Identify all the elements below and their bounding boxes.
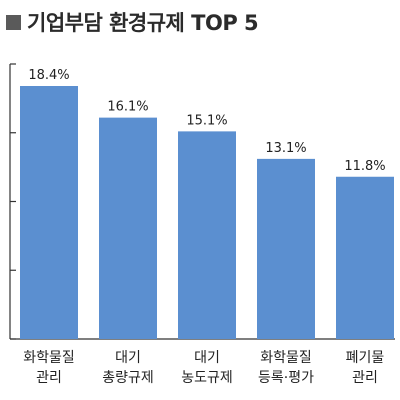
chart-title: 기업부담 환경규제 TOP 5 bbox=[27, 11, 259, 35]
category-label: 폐기물 관리 bbox=[346, 350, 385, 386]
title-square-icon bbox=[6, 14, 21, 30]
bar-value-label: 16.1% bbox=[107, 100, 148, 115]
bar-value-label: 15.1% bbox=[186, 113, 227, 128]
category-labels: 화학물질 관리 대기 총량규제 대기 농도규제 화학물질 등록·평가 폐기물 관리 bbox=[23, 350, 384, 386]
bar bbox=[99, 117, 157, 339]
value-labels: 18.4% 16.1% 15.1% 13.1% 11.8% bbox=[28, 68, 385, 174]
bar bbox=[20, 86, 78, 339]
category-label: 화학물질 관리 bbox=[23, 350, 75, 386]
bar bbox=[178, 131, 236, 339]
bar-value-label: 11.8% bbox=[344, 159, 385, 174]
bar bbox=[336, 176, 394, 339]
category-label: 대기 총량규제 bbox=[102, 350, 154, 386]
bar-value-label: 13.1% bbox=[265, 141, 306, 156]
chart-bars bbox=[20, 86, 394, 339]
bar bbox=[257, 158, 315, 339]
chart-title-row: 기업부담 환경규제 TOP 5 bbox=[6, 8, 259, 36]
category-label: 화학물질 등록·평가 bbox=[258, 350, 314, 386]
category-label: 대기 농도규제 bbox=[181, 350, 233, 386]
bar-value-label: 18.4% bbox=[28, 68, 69, 83]
